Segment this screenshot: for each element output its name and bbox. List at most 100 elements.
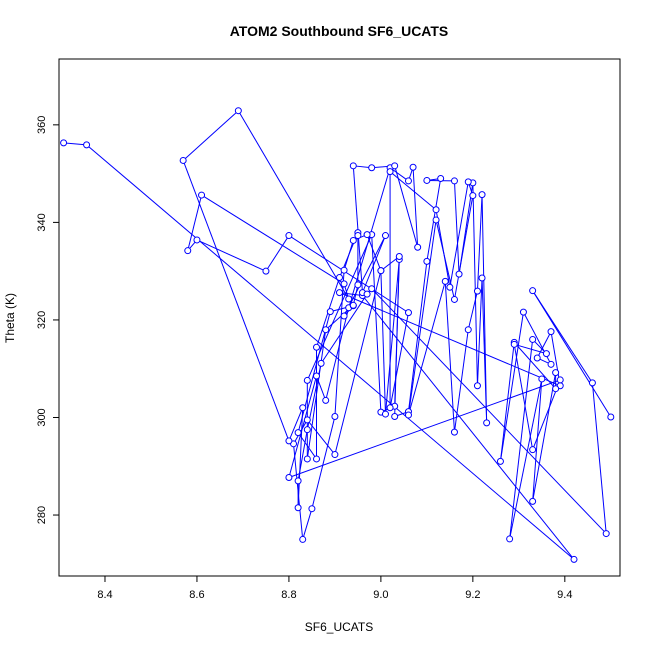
series-segment (86, 144, 575, 560)
data-point (552, 385, 560, 393)
data-point (506, 535, 514, 543)
series-segment (182, 160, 290, 442)
plot-area-frame (58, 58, 621, 577)
data-point (184, 247, 192, 255)
data-point (519, 308, 527, 316)
x-axis: 8.4 8.6 8.8 9.0 9.2 9.4 (97, 576, 572, 601)
y-axis: 280 300 320 340 360 (36, 116, 59, 524)
data-point (60, 139, 68, 147)
data-point (529, 287, 537, 295)
series-segment (380, 270, 386, 415)
series-segment (371, 234, 382, 413)
series-segment (265, 235, 290, 272)
series-segment (389, 167, 409, 182)
data-point (450, 177, 458, 185)
series-segment (513, 344, 534, 450)
series-segment (63, 142, 87, 146)
series-segment (196, 239, 267, 272)
data-point (368, 164, 376, 172)
series-segment (394, 165, 419, 248)
data-point (556, 376, 564, 384)
y-tick-label: 320 (36, 311, 48, 329)
series-segment (325, 307, 350, 401)
y-tick-label: 340 (36, 213, 48, 231)
data-point (404, 177, 412, 185)
series-segment (453, 180, 460, 275)
data-point (478, 191, 486, 199)
series-segment (499, 342, 515, 462)
series-segment (591, 382, 607, 534)
series-segment (532, 372, 557, 502)
series-segment (288, 379, 561, 478)
data-point (432, 206, 440, 214)
data-point (473, 382, 481, 390)
data-point (510, 340, 518, 348)
data-point (294, 477, 302, 485)
series-segment (334, 270, 382, 455)
data-point (285, 437, 293, 445)
series-segment (389, 312, 409, 408)
data-point (349, 162, 357, 170)
series-segment (476, 194, 483, 292)
data-point (322, 396, 330, 404)
data-point (299, 535, 307, 543)
data-point (404, 411, 412, 419)
series-segment (237, 110, 350, 300)
data-point (450, 295, 458, 303)
data-point (464, 178, 472, 186)
series-segment (509, 339, 534, 539)
x-tick-label: 9.2 (465, 589, 480, 601)
data-point (409, 163, 417, 171)
series-segment (343, 235, 386, 317)
data-point (483, 419, 491, 427)
series-segment (394, 256, 400, 417)
data-point (381, 410, 389, 418)
series-segment (514, 343, 547, 355)
data-point (588, 379, 596, 387)
data-point (234, 107, 242, 115)
data-point (377, 267, 385, 275)
data-point (529, 497, 537, 505)
data-point (285, 232, 293, 240)
series-segment (513, 342, 556, 390)
series-segment (467, 291, 478, 330)
data-point (313, 372, 321, 380)
series-segment (288, 375, 317, 478)
data-point (340, 312, 348, 320)
data-point (538, 375, 546, 383)
data-point (331, 413, 339, 421)
x-tick-label: 8.6 (189, 589, 204, 601)
series-lines (63, 110, 612, 560)
series-segment (288, 407, 304, 442)
series-segment (481, 194, 488, 423)
data-point (322, 326, 330, 334)
data-point (340, 266, 348, 274)
data-point (83, 141, 91, 149)
series-segment (509, 378, 543, 540)
data-point (432, 216, 440, 224)
series-segment (339, 292, 363, 297)
data-point (354, 232, 362, 240)
series-segment (311, 416, 336, 509)
data-point (349, 236, 357, 244)
series-segment (532, 378, 543, 502)
x-tick-label: 8.8 (281, 589, 296, 601)
data-point (285, 473, 293, 481)
x-tick-label: 9.0 (373, 589, 388, 601)
series-segment (444, 281, 455, 433)
y-tick-label: 280 (36, 506, 48, 524)
data-point (441, 277, 449, 285)
data-point (446, 283, 454, 291)
data-point (423, 257, 431, 265)
series-segment (366, 234, 382, 271)
data-point (391, 162, 399, 170)
series-segment (201, 194, 345, 285)
data-point (303, 376, 311, 384)
data-point (533, 354, 541, 362)
data-point (193, 236, 201, 244)
series-segment (499, 312, 524, 462)
x-axis-label: SF6_UCATS (305, 620, 373, 634)
series-segment (449, 181, 469, 288)
